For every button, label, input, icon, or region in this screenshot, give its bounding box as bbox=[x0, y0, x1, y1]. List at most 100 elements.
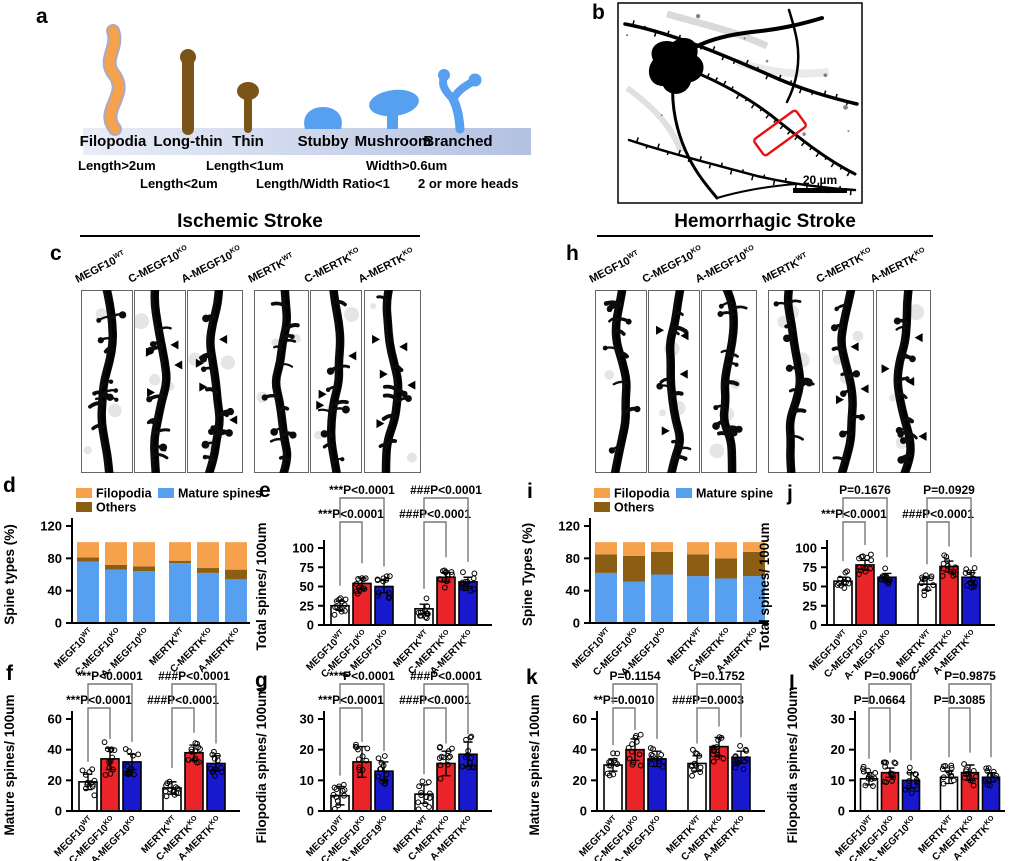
data-point bbox=[84, 779, 91, 786]
data-point bbox=[913, 786, 920, 792]
data-point bbox=[341, 787, 348, 793]
data-point bbox=[109, 754, 116, 761]
data-point bbox=[382, 777, 389, 784]
dendrite-spine bbox=[809, 146, 813, 151]
dendrite-image bbox=[81, 290, 133, 473]
data-point bbox=[919, 576, 926, 583]
stacked-bar-segment bbox=[225, 579, 247, 623]
data-point bbox=[131, 771, 137, 778]
significance-bracket bbox=[612, 707, 636, 745]
significance-label: ***P<0.0001 bbox=[821, 507, 887, 521]
data-point bbox=[419, 778, 426, 785]
data-point bbox=[844, 568, 850, 575]
arrowhead-icon bbox=[174, 360, 183, 370]
spine-head bbox=[840, 390, 847, 397]
arrowhead-icon bbox=[170, 340, 179, 350]
data-point bbox=[637, 731, 644, 738]
dendrite-image bbox=[876, 290, 931, 473]
spine-head bbox=[146, 396, 153, 403]
criteria-label: Width>0.6um bbox=[366, 158, 448, 173]
dendrite-spine bbox=[278, 455, 291, 462]
data-point bbox=[612, 759, 619, 766]
dendrite-image bbox=[822, 290, 874, 473]
significance-bracket bbox=[926, 497, 972, 558]
dendrite-spine bbox=[382, 384, 400, 393]
data-point bbox=[732, 764, 739, 771]
data-point bbox=[743, 748, 750, 754]
data-point bbox=[990, 768, 997, 775]
dendrite-spine bbox=[699, 156, 702, 162]
data-point bbox=[470, 586, 477, 593]
data-point bbox=[469, 764, 476, 771]
legend-label: Others bbox=[96, 501, 136, 515]
hemorrhagic-column-label: C-MERTKKO bbox=[815, 247, 872, 288]
debris-dot bbox=[802, 132, 806, 136]
data-point bbox=[416, 783, 423, 790]
significance-bracket bbox=[926, 521, 950, 565]
dendrite-spine bbox=[789, 80, 793, 85]
dendrite-spine bbox=[381, 413, 398, 421]
data-point bbox=[943, 554, 950, 560]
spine-head bbox=[92, 391, 97, 396]
criteria-label: 2 or more heads bbox=[418, 176, 519, 191]
data-point bbox=[918, 580, 925, 587]
y-tick-label: 0 bbox=[838, 804, 845, 819]
dendrite-image bbox=[254, 290, 309, 473]
dendrite-spine bbox=[708, 163, 712, 169]
dendrite-spine bbox=[281, 338, 297, 344]
data-point bbox=[696, 752, 703, 759]
bar bbox=[880, 771, 900, 812]
image-texture bbox=[83, 446, 92, 455]
data-point bbox=[890, 774, 896, 781]
data-point bbox=[437, 762, 444, 769]
data-point bbox=[906, 764, 913, 771]
y-tick-label: 0 bbox=[307, 618, 314, 633]
data-point bbox=[912, 771, 919, 777]
y-tick-label: 60 bbox=[48, 712, 62, 727]
data-point bbox=[914, 778, 920, 785]
dendrite-spine bbox=[784, 324, 795, 332]
y-axis-label: Spine types (%) bbox=[2, 524, 17, 625]
data-point bbox=[459, 584, 465, 591]
spine-head bbox=[202, 314, 210, 323]
y-tick-label: 40 bbox=[48, 742, 62, 757]
data-point bbox=[963, 771, 970, 778]
data-point bbox=[961, 761, 967, 767]
data-point bbox=[883, 779, 890, 786]
panel-letter-e: e bbox=[259, 479, 271, 502]
data-point bbox=[464, 579, 471, 585]
y-tick-label: 30 bbox=[300, 712, 314, 727]
dendrite-spine bbox=[666, 151, 669, 156]
dendrite-spine bbox=[779, 124, 784, 130]
genotype-label: MEGF10WT bbox=[73, 249, 126, 286]
significance-bracket bbox=[87, 683, 133, 742]
data-point bbox=[948, 762, 955, 769]
data-point bbox=[856, 571, 862, 577]
spine-head bbox=[106, 393, 114, 402]
image-texture bbox=[108, 403, 122, 418]
branched-shape bbox=[468, 73, 482, 87]
data-point bbox=[89, 783, 96, 790]
spine-head bbox=[326, 367, 335, 375]
significance-bracket bbox=[948, 683, 992, 758]
dendrite-spine bbox=[765, 113, 770, 119]
y-tick-label: 20 bbox=[573, 773, 587, 788]
legend-label: Mature spine bbox=[696, 487, 773, 501]
dendrite-image bbox=[364, 290, 421, 473]
dendrite-spine bbox=[614, 329, 626, 336]
long-thin-shape bbox=[180, 49, 196, 65]
significance-label: ###P=0.0003 bbox=[672, 693, 744, 707]
dendrite-spine bbox=[832, 456, 847, 463]
data-point bbox=[463, 754, 469, 761]
data-point bbox=[425, 779, 432, 785]
dendrite-spine bbox=[103, 346, 114, 354]
data-point bbox=[968, 584, 975, 591]
arrowhead-icon bbox=[914, 333, 923, 343]
significance-label: ###P<0.0001 bbox=[399, 507, 471, 521]
spine-head bbox=[734, 362, 739, 367]
significance-label: P=0.9875 bbox=[944, 669, 996, 683]
debris-dot bbox=[660, 114, 663, 117]
panel-f-chart: ***P<0.0001 ***P<0.0001 ###P<0.0001 ###P<0.… bbox=[0, 664, 252, 861]
dendrite-image bbox=[822, 290, 874, 473]
spine-head bbox=[159, 443, 168, 452]
